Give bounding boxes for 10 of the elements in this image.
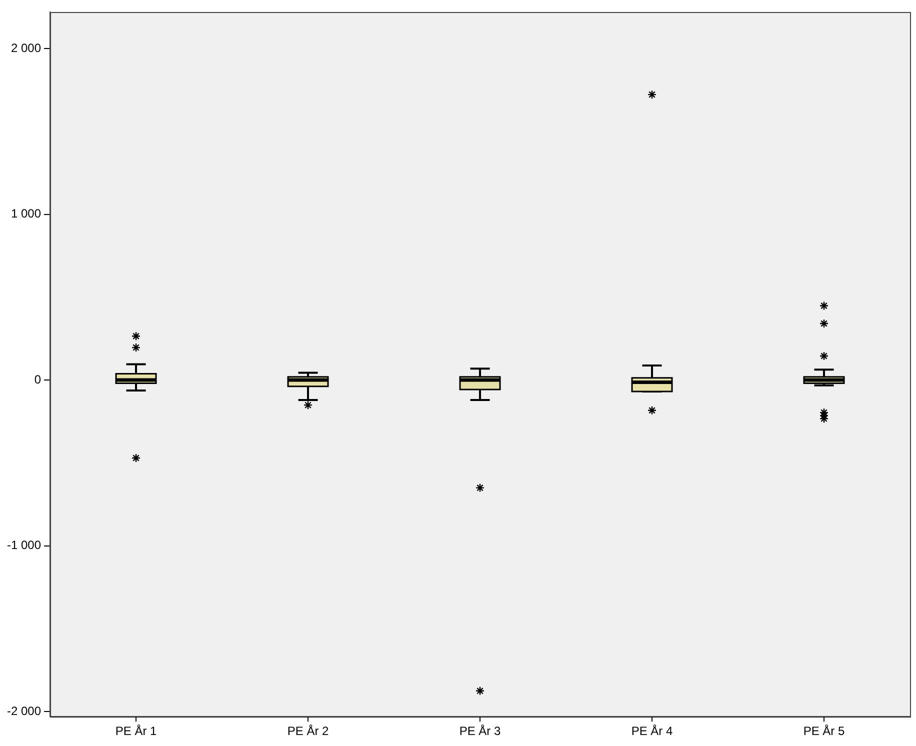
y-tick-label: 0: [34, 372, 42, 386]
x-tick-label: PE År 1: [115, 724, 158, 738]
x-tick-label: PE År 3: [459, 724, 502, 738]
x-tick-label: PE År 2: [287, 724, 330, 738]
y-tick-label: -1 000: [6, 538, 42, 552]
y-tick-label: -2 000: [6, 704, 42, 718]
y-tick-label: 1 000: [10, 206, 42, 221]
x-tick-label: PE År 5: [803, 724, 845, 738]
y-tick-label: 2 000: [10, 40, 42, 55]
x-tick-label: PE År 4: [631, 724, 674, 738]
